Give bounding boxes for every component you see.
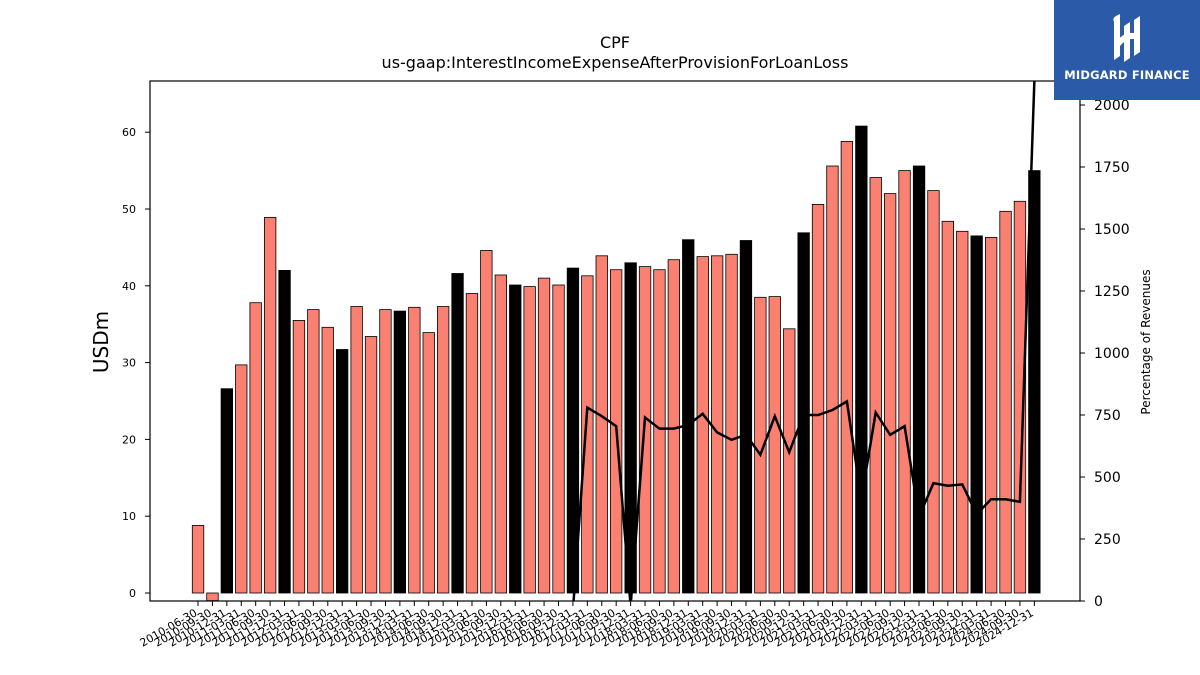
left-axis: 0 10 20 30 40 50 60 xyxy=(122,126,150,600)
bar xyxy=(696,256,709,594)
bar xyxy=(393,310,407,594)
bar xyxy=(970,235,983,594)
bar xyxy=(422,332,435,594)
bar xyxy=(206,592,219,602)
bar xyxy=(480,250,493,594)
y2-tick-label: 1750 xyxy=(1094,160,1130,176)
y2-tick-label: 1000 xyxy=(1094,346,1130,362)
bar xyxy=(725,253,738,594)
y-axis-label: USDm xyxy=(89,311,113,373)
logo-mark-icon xyxy=(1113,14,1140,62)
bar-layer xyxy=(191,125,1041,602)
bar xyxy=(884,193,897,594)
bar xyxy=(451,273,464,594)
bar xyxy=(985,236,998,594)
y-tick-label: 20 xyxy=(122,433,136,446)
bar xyxy=(235,364,248,594)
bar xyxy=(278,269,291,594)
bar xyxy=(797,232,810,594)
y2-tick-label: 1500 xyxy=(1094,222,1130,238)
y-tick-label: 40 xyxy=(122,280,136,293)
y2-tick-label: 0 xyxy=(1094,594,1103,610)
x-axis: 2010-06-302010-09-302010-12-312011-03-31… xyxy=(138,601,1036,650)
bar xyxy=(783,328,796,594)
y2-tick-label: 500 xyxy=(1094,470,1121,486)
bar xyxy=(552,284,565,594)
bar xyxy=(927,190,940,594)
y-tick-label: 10 xyxy=(122,510,136,523)
bar xyxy=(811,203,825,594)
bar xyxy=(220,388,234,594)
bar xyxy=(739,240,753,594)
bar xyxy=(465,293,479,594)
bar xyxy=(537,277,551,594)
bar xyxy=(436,306,450,594)
y-tick-label: 50 xyxy=(122,203,136,216)
y2-tick-label: 750 xyxy=(1094,408,1121,424)
logo-text: MIDGARD FINANCE xyxy=(1064,68,1190,82)
plot-frame xyxy=(149,80,1081,602)
y-tick-label: 60 xyxy=(122,126,136,139)
brand-logo: MIDGARD FINANCE xyxy=(1054,0,1200,100)
bar xyxy=(1013,200,1027,594)
y2-tick-label: 250 xyxy=(1094,532,1121,548)
chart-title: CPF xyxy=(600,33,630,52)
bar xyxy=(999,210,1012,594)
bar xyxy=(653,269,666,594)
y2-tick-label: 1250 xyxy=(1094,284,1130,300)
bar xyxy=(581,275,594,594)
bar xyxy=(595,255,608,594)
y-tick-label: 30 xyxy=(122,357,136,370)
bar xyxy=(869,177,882,594)
series-line xyxy=(572,81,1036,601)
chart-subtitle: us-gaap:InterestIncomeExpenseAfterProvis… xyxy=(382,53,849,72)
bar xyxy=(321,326,334,594)
y-tick-label: 0 xyxy=(129,587,136,600)
bar xyxy=(956,230,969,594)
bar xyxy=(335,349,349,594)
bar xyxy=(523,286,536,594)
bar xyxy=(912,165,926,594)
line-layer xyxy=(572,81,1036,601)
bar xyxy=(263,216,277,594)
bar xyxy=(379,309,392,594)
bar xyxy=(494,274,508,594)
bar xyxy=(768,296,781,594)
bar xyxy=(711,255,724,594)
bar xyxy=(682,239,695,594)
bar xyxy=(408,306,421,594)
bar xyxy=(826,165,839,594)
bar xyxy=(855,125,868,594)
y2-axis-label: Percentage of Revenues xyxy=(1139,269,1153,414)
bar xyxy=(509,284,522,594)
bar xyxy=(249,302,262,594)
y2-tick-label: 2000 xyxy=(1094,98,1130,114)
right-axis: 0 250 500 750 1000 1250 1500 1750 2000 xyxy=(1080,98,1130,610)
bar xyxy=(350,306,363,594)
bar xyxy=(307,309,320,594)
bar xyxy=(941,220,954,594)
bar xyxy=(1028,170,1041,594)
bar xyxy=(292,319,306,594)
bar xyxy=(898,170,911,594)
bar xyxy=(364,336,378,594)
bar xyxy=(191,525,205,594)
bar xyxy=(840,140,853,594)
